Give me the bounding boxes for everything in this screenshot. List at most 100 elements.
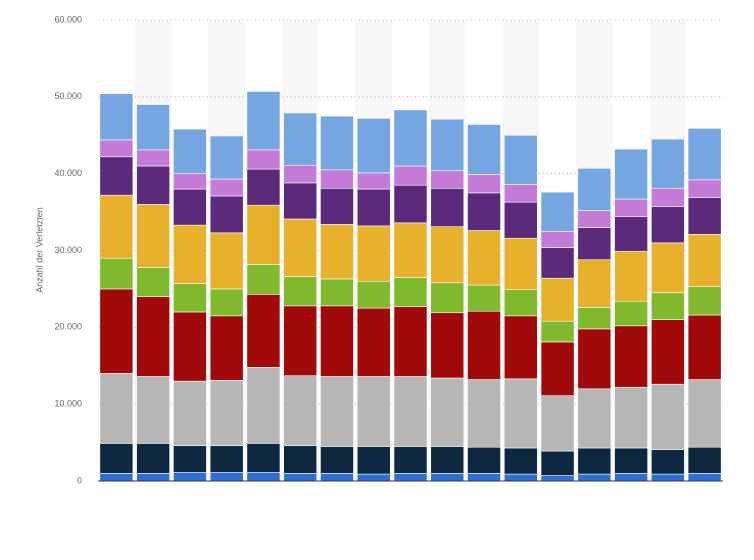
bar-segment	[173, 128, 207, 174]
bar-segment	[99, 257, 134, 290]
bar-segment	[283, 473, 318, 482]
bar-segment	[173, 445, 207, 473]
bar-segment	[577, 328, 612, 390]
bar-segment	[209, 232, 244, 290]
bar-segment	[246, 149, 281, 170]
bar-segment	[687, 128, 722, 181]
bar-segment	[320, 305, 354, 377]
bar-segment	[320, 278, 354, 307]
bar-segment	[320, 473, 354, 482]
bar-segment	[540, 341, 575, 397]
bar-segment	[209, 178, 244, 197]
bar-segment	[136, 473, 170, 482]
bar-segment	[651, 292, 685, 320]
bar-segment	[209, 445, 244, 473]
bar-segment	[687, 446, 722, 474]
bar-segment	[356, 118, 391, 174]
bar-segment	[136, 267, 170, 297]
bar-segment	[320, 376, 354, 447]
bar-segment	[430, 377, 465, 447]
y-tick-label: 30.000	[54, 245, 82, 255]
bar-segment	[577, 167, 612, 211]
bar-segment	[614, 473, 648, 482]
bar-segment	[540, 247, 575, 279]
bar-segment	[246, 264, 281, 295]
bar-segment	[99, 139, 134, 158]
y-tick-label: 40.000	[54, 168, 82, 178]
bar-segment	[430, 170, 465, 189]
bar-segment	[393, 306, 428, 377]
bar-segment	[393, 184, 428, 224]
bar-segment	[209, 288, 244, 317]
bar-segment	[356, 188, 391, 227]
bar-segment	[99, 156, 134, 196]
bar-segment	[136, 149, 170, 167]
bar-segment	[503, 134, 538, 185]
bar-segment	[614, 447, 648, 474]
bar-segment	[467, 230, 501, 286]
bar-segment	[614, 325, 648, 388]
bar-segment	[577, 227, 612, 261]
bar-segment	[246, 168, 281, 206]
bar-segment	[136, 204, 170, 268]
bar-segment	[246, 204, 281, 265]
bar-segment	[503, 237, 538, 290]
bar-segment	[577, 210, 612, 228]
bar-segment	[99, 93, 134, 141]
bar-segment	[540, 475, 575, 482]
y-tick-label: 0	[77, 475, 82, 485]
bar-segment	[173, 311, 207, 382]
bar-segment	[283, 305, 318, 377]
bar-segment	[430, 187, 465, 227]
bar-segment	[356, 446, 391, 475]
bar-segment	[320, 115, 354, 171]
bar-segment	[651, 319, 685, 385]
bar-segment	[209, 472, 244, 482]
bar-segment	[577, 307, 612, 330]
bar-segment	[430, 226, 465, 284]
bar-segment	[467, 446, 501, 474]
y-tick-label: 20.000	[54, 322, 82, 332]
bar-segment	[651, 473, 685, 482]
bar-segment	[173, 472, 207, 482]
bar-segment	[467, 192, 501, 231]
bar-segment	[356, 307, 391, 377]
bar-segment	[687, 234, 722, 287]
bar-segment	[687, 197, 722, 235]
bar-segment	[503, 473, 538, 482]
bar-segment	[467, 124, 501, 175]
bar-segment	[430, 118, 465, 171]
bar-segment	[136, 443, 170, 474]
bar-segment	[320, 224, 354, 280]
bar-segment	[283, 182, 318, 220]
bar-segment	[209, 195, 244, 234]
bar-segment	[687, 314, 722, 380]
bar-segment	[283, 164, 318, 184]
bar-segment	[320, 169, 354, 189]
bar-segment	[614, 216, 648, 252]
bar-segment	[614, 386, 648, 449]
bar-segment	[577, 473, 612, 482]
bar-segment	[430, 473, 465, 482]
bar-segment	[356, 172, 391, 190]
y-axis-label: Anzahl der Verletzten	[34, 207, 44, 293]
bar-segment	[209, 135, 244, 180]
bar-segment	[540, 450, 575, 476]
bar-segment	[246, 293, 281, 368]
bar-segment	[430, 282, 465, 314]
bar-segment	[614, 250, 648, 302]
bar-segment	[283, 375, 318, 446]
bar-segment	[503, 289, 538, 317]
bar-segment	[173, 173, 207, 190]
bar-segment	[246, 366, 281, 444]
bar-segment	[503, 447, 538, 475]
bar-segment	[393, 376, 428, 447]
bar-segment	[577, 388, 612, 449]
bar-segment	[356, 225, 391, 282]
bar-segment	[467, 379, 501, 448]
bar-segment	[651, 187, 685, 208]
bar-segment	[503, 201, 538, 239]
bar-segment	[651, 138, 685, 189]
bar-segment	[283, 276, 318, 307]
